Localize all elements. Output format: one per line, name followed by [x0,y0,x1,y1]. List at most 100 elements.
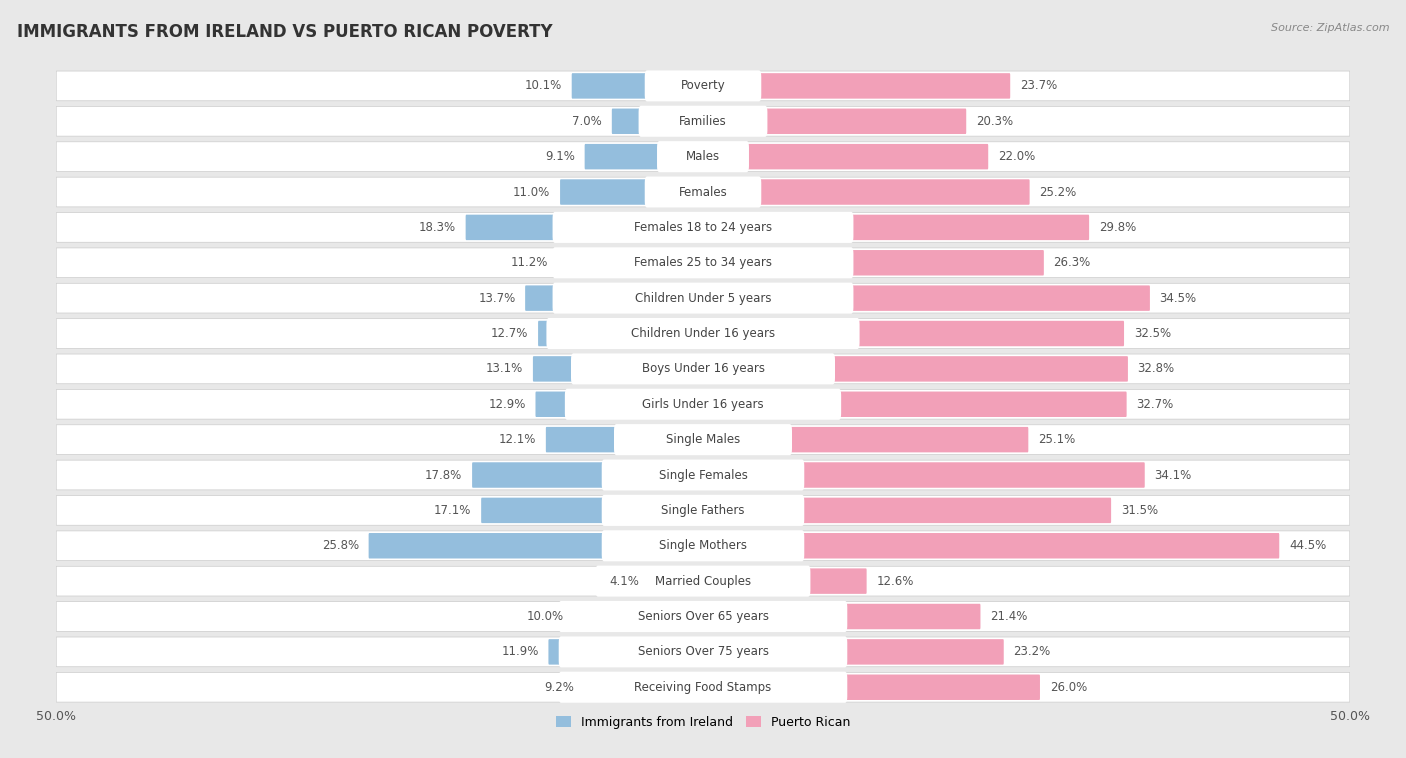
FancyBboxPatch shape [56,672,1350,702]
Text: Seniors Over 75 years: Seniors Over 75 years [637,645,769,659]
FancyBboxPatch shape [465,215,703,240]
Text: Receiving Food Stamps: Receiving Food Stamps [634,681,772,694]
FancyBboxPatch shape [645,177,761,208]
Text: Source: ZipAtlas.com: Source: ZipAtlas.com [1271,23,1389,33]
FancyBboxPatch shape [533,356,703,381]
FancyBboxPatch shape [56,248,1350,277]
Text: 18.3%: 18.3% [419,221,456,234]
Text: 17.1%: 17.1% [434,504,471,517]
FancyBboxPatch shape [703,321,1123,346]
FancyBboxPatch shape [56,602,1350,631]
FancyBboxPatch shape [585,144,703,169]
Text: 12.7%: 12.7% [491,327,529,340]
FancyBboxPatch shape [602,459,804,490]
Text: 11.9%: 11.9% [502,645,538,659]
FancyBboxPatch shape [703,498,1111,523]
Text: Girls Under 16 years: Girls Under 16 years [643,398,763,411]
Text: Single Mothers: Single Mothers [659,539,747,553]
Text: Single Fathers: Single Fathers [661,504,745,517]
FancyBboxPatch shape [703,639,1004,665]
Text: Married Couples: Married Couples [655,575,751,587]
Text: 25.2%: 25.2% [1039,186,1077,199]
FancyBboxPatch shape [472,462,703,487]
Text: 13.1%: 13.1% [486,362,523,375]
Text: 34.1%: 34.1% [1154,468,1192,481]
FancyBboxPatch shape [703,144,988,169]
FancyBboxPatch shape [560,180,703,205]
FancyBboxPatch shape [645,70,761,102]
Text: 11.2%: 11.2% [510,256,548,269]
Text: 10.1%: 10.1% [524,80,562,92]
FancyBboxPatch shape [558,672,848,703]
FancyBboxPatch shape [657,141,749,172]
FancyBboxPatch shape [553,211,853,243]
FancyBboxPatch shape [703,180,1029,205]
Text: Females 25 to 34 years: Females 25 to 34 years [634,256,772,269]
FancyBboxPatch shape [56,318,1350,349]
Text: 32.7%: 32.7% [1136,398,1174,411]
FancyBboxPatch shape [558,250,703,275]
FancyBboxPatch shape [572,74,703,99]
FancyBboxPatch shape [56,177,1350,207]
FancyBboxPatch shape [56,71,1350,101]
Text: 7.0%: 7.0% [572,114,602,128]
FancyBboxPatch shape [602,495,804,526]
Text: 26.3%: 26.3% [1053,256,1091,269]
Text: Single Females: Single Females [658,468,748,481]
FancyBboxPatch shape [703,675,1040,700]
Text: 44.5%: 44.5% [1289,539,1326,553]
FancyBboxPatch shape [546,427,703,453]
FancyBboxPatch shape [703,462,1144,487]
FancyBboxPatch shape [56,354,1350,384]
Text: 29.8%: 29.8% [1099,221,1136,234]
FancyBboxPatch shape [553,247,853,278]
Text: Families: Families [679,114,727,128]
FancyBboxPatch shape [703,215,1090,240]
FancyBboxPatch shape [547,318,859,349]
Text: 9.2%: 9.2% [544,681,574,694]
FancyBboxPatch shape [56,460,1350,490]
FancyBboxPatch shape [703,356,1128,381]
Text: 17.8%: 17.8% [425,468,463,481]
FancyBboxPatch shape [56,212,1350,243]
FancyBboxPatch shape [650,568,703,594]
FancyBboxPatch shape [56,496,1350,525]
Text: Boys Under 16 years: Boys Under 16 years [641,362,765,375]
Text: IMMIGRANTS FROM IRELAND VS PUERTO RICAN POVERTY: IMMIGRANTS FROM IRELAND VS PUERTO RICAN … [17,23,553,41]
Legend: Immigrants from Ireland, Puerto Rican: Immigrants from Ireland, Puerto Rican [551,711,855,734]
FancyBboxPatch shape [703,392,1126,417]
FancyBboxPatch shape [703,427,1028,453]
FancyBboxPatch shape [574,604,703,629]
FancyBboxPatch shape [703,74,1010,99]
Text: 10.0%: 10.0% [526,610,564,623]
FancyBboxPatch shape [612,108,703,134]
Text: 20.3%: 20.3% [976,114,1014,128]
FancyBboxPatch shape [553,283,853,314]
Text: Females: Females [679,186,727,199]
FancyBboxPatch shape [558,636,848,668]
Text: 31.5%: 31.5% [1121,504,1159,517]
Text: Seniors Over 65 years: Seniors Over 65 years [637,610,769,623]
FancyBboxPatch shape [56,142,1350,171]
FancyBboxPatch shape [536,392,703,417]
Text: 21.4%: 21.4% [990,610,1028,623]
FancyBboxPatch shape [526,286,703,311]
FancyBboxPatch shape [703,568,866,594]
Text: Single Males: Single Males [666,433,740,446]
FancyBboxPatch shape [368,533,703,559]
Text: 32.5%: 32.5% [1133,327,1171,340]
FancyBboxPatch shape [538,321,703,346]
FancyBboxPatch shape [56,283,1350,313]
Text: 23.7%: 23.7% [1019,80,1057,92]
FancyBboxPatch shape [56,424,1350,455]
FancyBboxPatch shape [638,105,768,137]
FancyBboxPatch shape [614,424,792,456]
Text: Females 18 to 24 years: Females 18 to 24 years [634,221,772,234]
Text: 4.1%: 4.1% [610,575,640,587]
Text: 34.5%: 34.5% [1160,292,1197,305]
Text: 12.6%: 12.6% [876,575,914,587]
Text: 11.0%: 11.0% [513,186,550,199]
FancyBboxPatch shape [596,565,810,597]
Text: 26.0%: 26.0% [1050,681,1087,694]
FancyBboxPatch shape [56,390,1350,419]
